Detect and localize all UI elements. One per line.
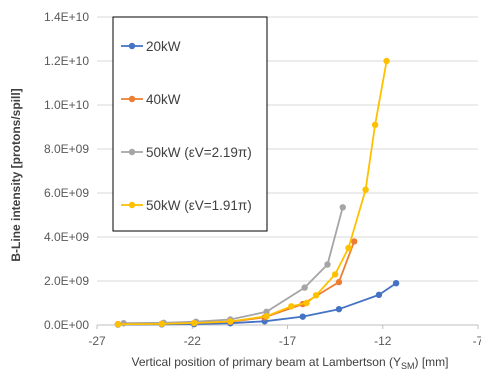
y-tick-label: 6.0E+09 [44,186,89,200]
series-line [123,207,344,325]
y-tick-label: 0.0E+00 [44,318,89,332]
data-point [263,313,270,320]
legend-swatch-marker [128,95,136,103]
x-axis-title-subscript: SM [401,361,415,370]
legend-label: 50kW (εV=2.19π) [146,145,252,160]
y-tick-label: 1.4E+10 [44,10,89,24]
legend-label: 50kW (εV=1.91π) [146,198,252,213]
y-tick-label: 8.0E+09 [44,142,89,156]
data-point [339,204,346,211]
x-tick-label: -27 [88,334,106,348]
data-point [227,318,234,325]
y-tick-label: 1.0E+10 [44,98,89,112]
data-point [375,291,383,299]
x-axis-title-unit: ) [mm] [414,355,448,369]
data-point [303,299,310,307]
x-tick-labels: -27 -22 -17 -12 -7 [88,334,481,348]
data-point [350,238,358,245]
y-tick-labels: 0.0E+00 2.0E+09 4.0E+09 6.0E+09 8.0E+09 1.0E+… [44,10,89,332]
data-point [120,320,127,327]
data-point [362,186,369,193]
legend: 20kW 40kW 50kW (εV=2.19π) 50kW (εV=1.91π) [112,16,268,232]
data-point [190,319,198,327]
legend-entry-4: 50kW (εV=1.91π) [121,198,252,213]
y-tick-label: 2.0E+09 [44,274,89,288]
data-point [288,303,295,310]
legend-entry-2: 40kW [121,92,181,107]
x-axis-title-main: Vertical position of primary beam at Lam… [132,355,401,369]
data-point [312,292,320,299]
data-point [335,305,343,313]
legend-swatch-marker [128,201,136,209]
data-point [383,57,390,65]
data-point [301,284,308,291]
y-tick-label: 1.2E+10 [44,54,89,68]
data-point [263,308,270,315]
series-4 [114,57,390,328]
legend-entry-3: 50kW (εV=2.19π) [121,145,252,160]
x-tick-label: -22 [184,334,202,348]
data-point [331,271,339,278]
series-group [114,57,400,328]
legend-entry-1: 20kW [121,39,181,54]
data-point [114,321,122,328]
legend-box [112,16,268,232]
data-point [324,261,331,268]
legend-swatch-marker [128,42,136,50]
data-point [345,244,352,252]
x-axis-title: Vertical position of primary beam at Lam… [132,355,449,370]
x-tick-label: -7 [473,334,481,348]
legend-swatch-marker [128,148,136,156]
y-tick-label: 4.0E+09 [44,230,89,244]
x-tick-label: -17 [279,334,297,348]
legend-label: 20kW [146,39,181,54]
data-point [299,313,306,320]
y-axis-title: B-Line intensity [protons/spill] [9,88,23,261]
data-point [371,121,379,128]
x-tick-label: -12 [374,334,392,348]
data-point [392,280,400,287]
data-point [335,278,343,286]
legend-label: 40kW [146,92,181,107]
data-point [158,320,165,328]
